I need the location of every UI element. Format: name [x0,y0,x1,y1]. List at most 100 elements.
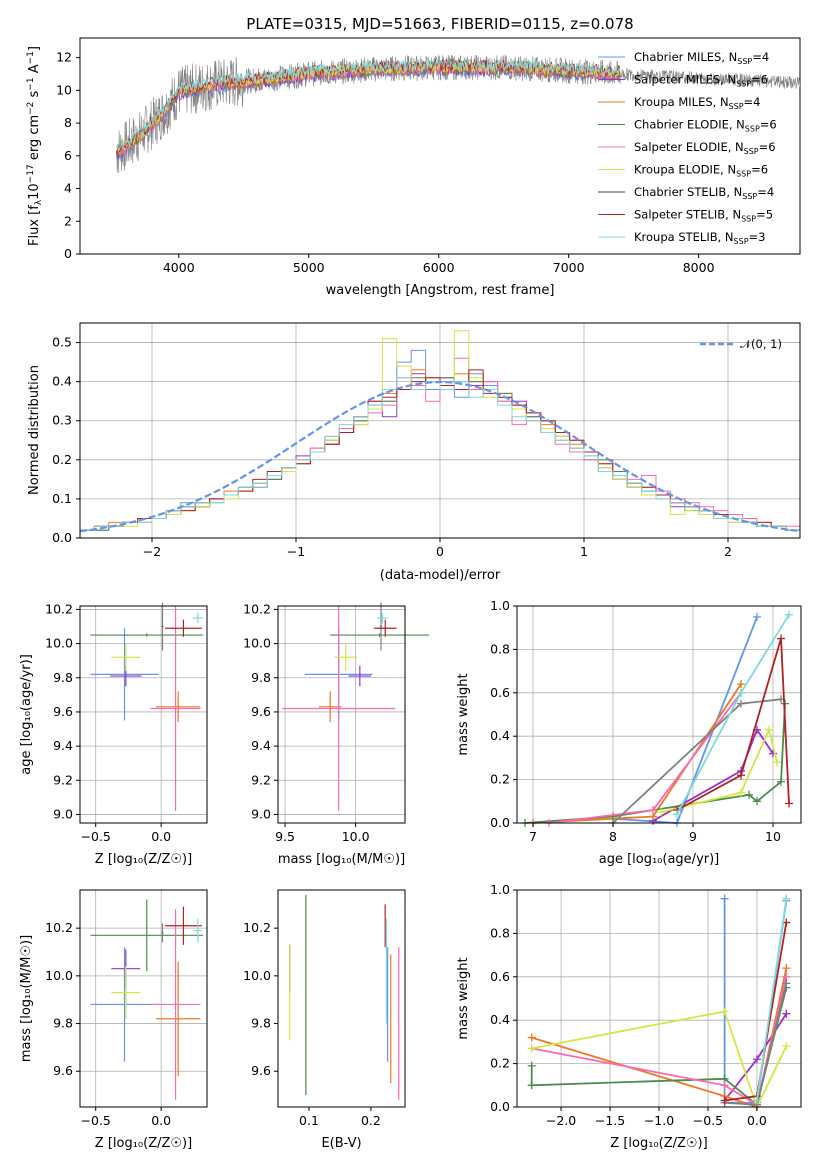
weight-marker [745,790,753,799]
errorbar-point [90,633,204,637]
x-tick-label: −1.0 [644,1113,674,1128]
errorbar-point [155,691,201,723]
y-tick-label: 4 [64,181,72,196]
y-tick-label: 10.0 [45,968,73,983]
weight-marker [777,777,785,786]
weight-marker [773,758,781,767]
panel-age-massweight: 7 8 9 10 0.0 0.2 0.4 0.6 0.8 1.0 age [log₁₀(age/yr… [456,598,802,867]
errorbar-point [192,612,204,624]
y-tick-label: 9.8 [251,1016,271,1031]
weight-series-3 [524,703,786,824]
y-tick-label: 9.6 [251,704,271,719]
y-tick-label: 0.1 [52,491,72,506]
panel-xlabel: age [log₁₀(age/yr)] [599,852,720,867]
legend-label: Chabrier MILES, NSSP=4 [634,50,769,66]
weight-marker [782,1042,791,1051]
errorbar-point [150,909,201,1100]
weight-marker [753,797,761,806]
y-tick-label: 0.0 [52,530,72,545]
y-tick-label: 8 [64,115,72,130]
weight-series-5 [531,1010,788,1110]
weight-marker [720,1081,729,1090]
weight-series-8 [676,614,790,815]
x-tick-label: 1 [580,544,588,559]
legend-label: Salpeter STELIB, NSSP=5 [634,208,773,224]
errorbar-point [90,628,159,721]
x-tick-label: 8000 [683,260,715,275]
x-tick-label: 0.1 [299,1113,319,1128]
weight-marker [752,1055,761,1064]
legend-label: Chabrier STELIB, NSSP=4 [634,185,774,201]
y-tick-label: 0.5 [52,335,72,350]
y-tick-label: 9.8 [53,1016,73,1031]
y-tick-label: 0.8 [490,925,510,940]
y-tick-label: 0 [64,246,72,261]
residual-histogram-panel: −2 −1 0 1 2 0.0 0.1 0.2 0.3 0.4 0.5 𝒩(0, 1) (data-… [27,322,801,583]
panel-xlabel: E(B-V) [321,1136,361,1151]
panel-frame [79,605,208,824]
spectrum-ylabel: Flux [fλ10−17 erg cm−2 s−1 A−1] [26,46,44,246]
weight-marker [527,1061,536,1070]
panel-xlabel: Z [log₁₀(Z/Z☉)] [95,1136,192,1151]
legend-label: Salpeter ELODIE, NSSP=6 [634,140,776,156]
legend-label: Kroupa ELODIE, NSSP=6 [634,163,768,179]
errorbar-point [318,691,342,723]
weight-marker [673,810,681,819]
y-tick-label: 0.4 [52,374,72,389]
y-tick-label: 10.2 [243,920,271,935]
weight-marker [649,805,657,814]
panel-frame [516,605,802,824]
y-tick-label: 9.6 [53,1063,73,1078]
errorbar-point [111,643,141,671]
x-tick-label: 2 [724,544,732,559]
y-tick-label: 10.0 [45,636,73,651]
panel-Z-age: −0.5 0.0 9.0 9.2 9.4 9.6 9.8 10.0 10.2 Z [log₁₀(Z… [19,601,208,867]
y-tick-label: 10.0 [243,968,271,983]
y-tick-label: 0.0 [490,1099,510,1114]
errorbar-point [193,918,202,943]
panel-ylabel: mass weight [456,673,471,755]
y-tick-label: 1.0 [490,882,510,897]
errorbar-point [90,899,204,972]
x-tick-label: 7 [529,829,537,844]
y-tick-label: 9.0 [251,806,271,821]
x-tick-label: −1.5 [595,1113,625,1128]
x-tick-label: 0.2 [361,1113,381,1128]
weight-marker [527,1044,536,1053]
y-tick-label: 0.8 [490,641,510,656]
errorbar-point [330,633,429,637]
y-tick-label: 9.2 [251,772,271,787]
x-tick-label: 9 [689,829,697,844]
figure-title: PLATE=0315, MJD=51663, FIBERID=0115, z=0… [246,15,633,33]
panel-frame [79,889,208,1108]
weight-marker [785,610,793,619]
y-tick-label: 0.2 [490,1056,510,1071]
y-tick-label: 9.8 [251,670,271,685]
y-tick-label: 9.4 [251,738,271,753]
y-tick-label: 10.2 [243,601,271,616]
panel-ylabel: age [log₁₀(age/yr)] [19,654,34,775]
x-tick-label: 5000 [293,260,325,275]
y-tick-label: 0.4 [490,1012,510,1027]
spectrum-xlabel: wavelength [Angstrom, rest frame] [326,283,555,298]
weight-marker [752,1096,761,1105]
weight-marker [785,799,793,808]
y-tick-label: 9.4 [53,738,73,753]
y-tick-label: 9.8 [53,670,73,685]
y-tick-label: 6 [64,148,72,163]
weight-marker [753,612,761,621]
histogram-series-7 [80,377,800,531]
x-tick-label: −0.5 [81,1113,111,1128]
errorbar-point [161,923,164,943]
weight-marker [737,788,745,797]
y-tick-label: 0.4 [490,728,510,743]
weight-marker [527,1081,536,1090]
x-tick-label: 4000 [163,260,195,275]
weight-marker [777,634,785,643]
y-tick-label: 10 [56,82,72,97]
x-tick-label: 0 [436,544,444,559]
panel-Z-massweight: −2.0 −1.5 −1.0 −0.5 0.0 0.0 0.2 0.4 0.6 0.8 1.0 Z [… [456,882,802,1151]
x-tick-label: −0.5 [81,829,111,844]
panel-frame [277,605,406,824]
